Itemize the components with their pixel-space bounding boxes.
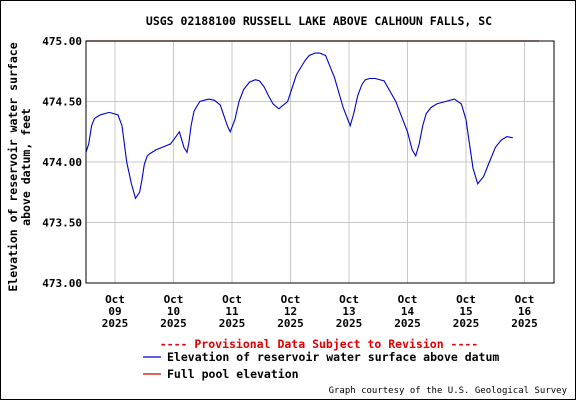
x-tick-label: 12: [284, 305, 297, 318]
x-tick-label: 09: [108, 305, 121, 318]
x-tick-label: Oct: [222, 293, 242, 306]
x-tick-label: Oct: [515, 293, 535, 306]
x-tick-label: 16: [518, 305, 532, 318]
x-tick-label: 2025: [511, 317, 538, 330]
credit-text: Graph courtesy of the U.S. Geological Su…: [329, 386, 568, 396]
y-tick-label: 473.50: [42, 217, 82, 230]
plot-area: 475.00474.50474.00473.50473.00Oct092025O…: [42, 35, 555, 330]
chart-title: USGS 02188100 RUSSELL LAKE ABOVE CALHOUN…: [146, 14, 492, 28]
legend-label-elevation: Elevation of reservoir water surface abo…: [167, 350, 499, 364]
x-tick-label: 2025: [219, 317, 246, 330]
x-tick-label: 2025: [102, 317, 129, 330]
x-tick-label: 2025: [277, 317, 304, 330]
provisional-notice: ---- Provisional Data Subject to Revisio…: [160, 337, 479, 351]
y-axis-label-line1: Elevation of reservoir water surface: [6, 42, 20, 291]
x-tick-label: 2025: [453, 317, 480, 330]
legend-label-full-pool: Full pool elevation: [167, 367, 299, 381]
x-tick-label: Oct: [398, 293, 418, 306]
x-tick-label: 11: [225, 305, 239, 318]
y-tick-label: 475.00: [42, 35, 82, 48]
x-tick-label: Oct: [339, 293, 359, 306]
series-line-elevation: [85, 52, 513, 200]
x-tick-label: 2025: [336, 317, 363, 330]
x-tick-label: 10: [167, 305, 180, 318]
x-tick-label: Oct: [281, 293, 301, 306]
y-axis-label-line2: above datum, feet: [19, 108, 33, 226]
x-tick-label: 2025: [394, 317, 421, 330]
y-tick-label: 474.50: [42, 96, 82, 109]
x-tick-label: Oct: [105, 293, 125, 306]
x-tick-label: 13: [342, 305, 355, 318]
x-tick-label: 15: [459, 305, 472, 318]
x-tick-label: Oct: [456, 293, 476, 306]
y-tick-label: 473.00: [42, 277, 82, 290]
x-tick-label: Oct: [164, 293, 184, 306]
plot-border: [85, 40, 555, 284]
y-tick-label: 474.00: [42, 156, 82, 169]
x-tick-label: 14: [401, 305, 415, 318]
x-tick-label: 2025: [160, 317, 187, 330]
